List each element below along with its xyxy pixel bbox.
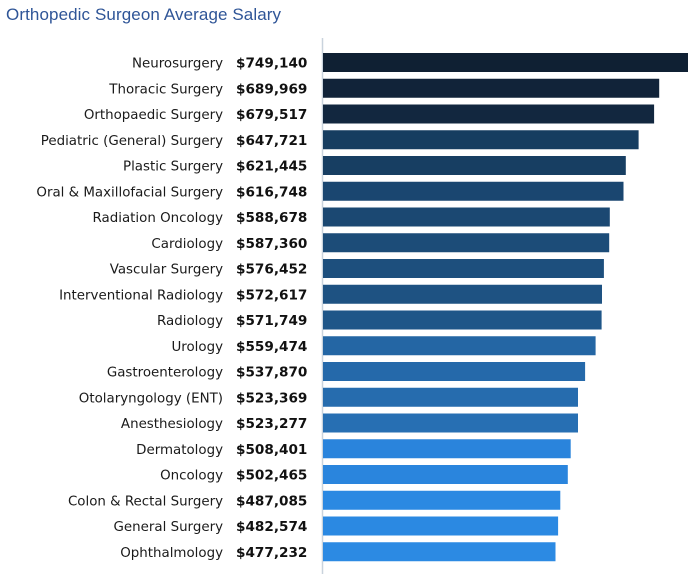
- bar: [323, 104, 655, 124]
- value-label: $572,617: [236, 287, 307, 303]
- category-label: Thoracic Surgery: [108, 82, 223, 97]
- bar: [323, 516, 559, 536]
- value-label: $502,465: [236, 468, 307, 484]
- category-label: Pediatric (General) Surgery: [41, 134, 223, 149]
- category-label: Gastroenterology: [107, 366, 223, 381]
- bar: [323, 78, 660, 98]
- category-label: Neurosurgery: [132, 57, 223, 72]
- bar: [323, 413, 578, 433]
- value-label: $616,748: [236, 184, 307, 200]
- value-label: $559,474: [236, 339, 307, 355]
- category-label: Otolaryngology (ENT): [79, 391, 223, 406]
- value-label: $588,678: [236, 210, 307, 226]
- category-label: General Surgery: [114, 520, 224, 535]
- value-label: $679,517: [236, 107, 307, 123]
- value-label: $482,574: [236, 519, 307, 535]
- category-label: Interventional Radiology: [59, 288, 223, 303]
- bar: [323, 53, 688, 72]
- bars-group: [323, 53, 688, 562]
- value-label: $523,277: [236, 416, 307, 432]
- category-label: Radiation Oncology: [93, 211, 224, 226]
- bar: [323, 233, 610, 253]
- category-labels-group: Neurosurgery Thoracic Surgery Orthopaedic …: [36, 57, 223, 561]
- value-label: $508,401: [236, 442, 307, 458]
- value-label: $587,360: [236, 236, 307, 252]
- value-label: $647,721: [236, 133, 307, 149]
- bar: [323, 259, 604, 278]
- bar: [323, 362, 586, 381]
- category-label: Radiology: [157, 314, 223, 329]
- bar: [323, 490, 561, 510]
- bar: [323, 336, 596, 356]
- value-label: $576,452: [236, 262, 307, 278]
- value-label: $537,870: [236, 365, 307, 381]
- bar: [323, 465, 568, 484]
- category-label: Anesthesiology: [121, 417, 223, 432]
- bar: [323, 207, 610, 227]
- bar: [323, 130, 639, 150]
- category-label: Dermatology: [136, 443, 223, 458]
- bar: [323, 284, 602, 304]
- value-label: $689,969: [236, 81, 307, 97]
- bar: [323, 439, 571, 459]
- bar: [323, 387, 578, 407]
- bar: [323, 542, 556, 562]
- category-label: Oral & Maxillofacial Surgery: [36, 185, 223, 200]
- value-label: $523,369: [236, 390, 307, 406]
- category-label: Colon & Rectal Surgery: [68, 494, 223, 509]
- bar: [323, 156, 626, 175]
- category-label: Cardiology: [151, 237, 223, 252]
- value-label: $621,445: [236, 159, 307, 175]
- category-label: Orthopaedic Surgery: [84, 108, 223, 123]
- category-label: Vascular Surgery: [110, 263, 223, 278]
- value-label: $487,085: [236, 493, 307, 509]
- category-label: Oncology: [160, 469, 223, 484]
- bar: [323, 310, 602, 330]
- value-label: $571,749: [236, 313, 307, 329]
- category-label: Plastic Surgery: [123, 160, 223, 175]
- chart-title: Orthopedic Surgeon Average Salary: [6, 5, 282, 24]
- category-label: Ophthalmology: [120, 546, 223, 561]
- value-label: $477,232: [236, 545, 307, 561]
- bar: [323, 181, 624, 201]
- value-label: $749,140: [236, 56, 307, 72]
- category-label: Urology: [171, 340, 223, 355]
- value-labels-group: $749,140 $689,969 $679,517 $647,721 $621,445…: [236, 56, 307, 561]
